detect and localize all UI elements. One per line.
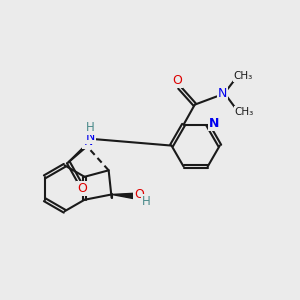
Text: O: O xyxy=(134,188,144,201)
Text: H: H xyxy=(84,125,92,139)
Text: N: N xyxy=(218,87,227,100)
Text: N: N xyxy=(83,135,93,148)
Text: N: N xyxy=(85,130,95,143)
Text: CH₃: CH₃ xyxy=(235,107,254,117)
Text: O: O xyxy=(172,74,182,87)
Text: N: N xyxy=(209,117,219,130)
Text: H: H xyxy=(86,121,94,134)
Text: O: O xyxy=(77,182,87,195)
Text: H: H xyxy=(142,195,150,208)
Text: CH₃: CH₃ xyxy=(234,71,253,81)
Polygon shape xyxy=(112,193,134,199)
